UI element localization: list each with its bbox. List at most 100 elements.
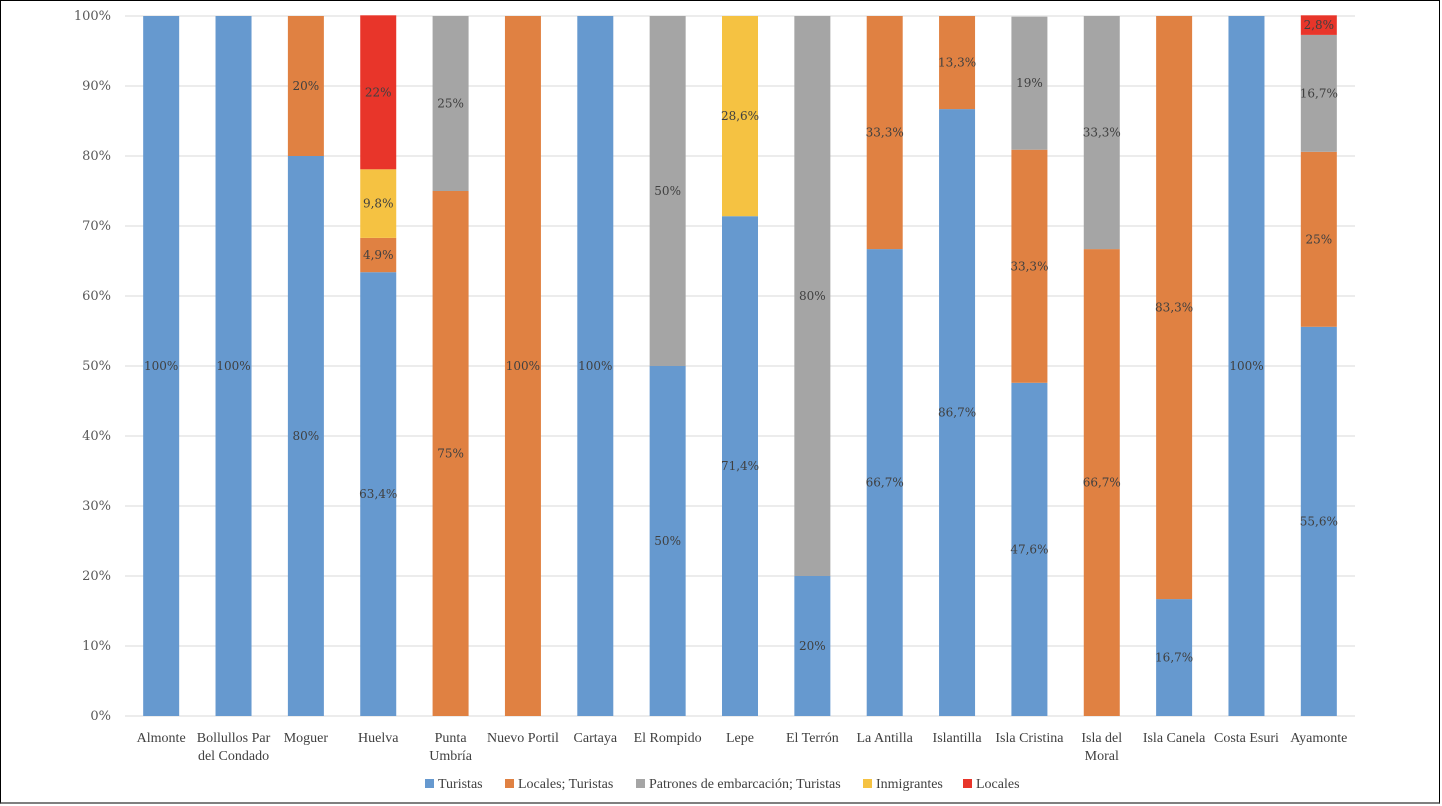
bar-segment <box>504 16 541 716</box>
data-label: 66,7% <box>866 476 904 490</box>
bar-segment <box>1228 16 1265 716</box>
legend-swatch <box>863 779 872 788</box>
y-tick-label: 0% <box>90 709 111 724</box>
bar-segment <box>360 169 397 238</box>
bar-segment <box>794 576 831 716</box>
data-label: 100% <box>216 359 250 373</box>
legend-label: Inmigrantes <box>876 777 943 792</box>
data-label: 71,4% <box>721 459 759 473</box>
bar-segment <box>1300 326 1337 716</box>
bar-segment <box>1011 149 1048 383</box>
data-label: 100% <box>144 359 178 373</box>
x-tick-label: La Antilla <box>857 731 914 746</box>
legend-label: Turistas <box>438 777 483 792</box>
bar-segment <box>1156 16 1193 600</box>
x-tick-label: Lepe <box>726 731 754 746</box>
data-label: 86,7% <box>938 406 976 420</box>
legend-label: Locales; Turistas <box>518 777 613 792</box>
bar-segment <box>722 216 758 716</box>
legend-swatch <box>963 779 972 788</box>
data-label: 19% <box>1016 76 1043 90</box>
y-tick-label: 50% <box>82 359 111 374</box>
bar-segment <box>649 16 686 366</box>
data-label: 20% <box>799 639 826 653</box>
y-tick-label: 20% <box>82 569 111 584</box>
data-label: 16,7% <box>1155 651 1193 665</box>
data-label: 75% <box>437 447 464 461</box>
bar-segment <box>939 16 976 110</box>
x-tick-label: Huelva <box>358 731 399 746</box>
bar-segment <box>866 249 903 716</box>
data-label: 63,4% <box>359 487 397 501</box>
legend-swatch <box>425 779 434 788</box>
data-label: 20% <box>293 79 320 93</box>
x-tick-label: Umbría <box>429 749 473 764</box>
x-tick-label: Punta <box>435 731 468 746</box>
legend-label: Locales <box>976 777 1020 792</box>
bar-segment <box>1011 382 1048 716</box>
data-label: 13,3% <box>938 56 976 70</box>
x-tick-label: Nuevo Portil <box>487 731 559 746</box>
legend-swatch <box>636 779 645 788</box>
y-tick-label: 60% <box>82 289 111 304</box>
bar-segment <box>1156 599 1193 716</box>
data-label: 4,9% <box>363 248 394 262</box>
bar-segment <box>432 191 469 716</box>
bar-segment <box>143 16 180 716</box>
bar-segment <box>360 15 397 170</box>
data-label: 50% <box>654 534 681 548</box>
data-labels: 100% 100% 80% 20% 63,4% 4,9% 9,8% 22% 75% 25% 100%… <box>144 18 1338 664</box>
x-tick-label: El Terrón <box>786 731 839 746</box>
bar-segment <box>939 109 976 717</box>
data-label: 16,7% <box>1300 86 1338 100</box>
y-tick-label: 40% <box>82 429 111 444</box>
data-label: 100% <box>578 359 612 373</box>
bar-segment <box>1300 34 1337 152</box>
x-tick-label: Almonte <box>137 731 186 746</box>
legend-label: Patrones de embarcación; Turistas <box>649 777 841 792</box>
y-tick-label: 70% <box>82 219 111 234</box>
data-label: 55,6% <box>1300 514 1338 528</box>
data-label: 2,8% <box>1304 18 1335 32</box>
data-label: 50% <box>654 184 681 198</box>
bar-segment <box>1300 15 1337 35</box>
data-label: 83,3% <box>1155 301 1193 315</box>
x-tick-label: Isla Canela <box>1143 731 1206 746</box>
bar-segment <box>432 16 469 191</box>
bars <box>143 15 1337 717</box>
legend: Turistas Locales; Turistas Patrones de emb… <box>425 777 1020 792</box>
data-label: 33,3% <box>1010 259 1048 273</box>
bar-segment <box>866 16 903 250</box>
y-tick-label: 10% <box>82 639 111 654</box>
data-label: 47,6% <box>1010 542 1048 556</box>
bar-segment <box>1083 249 1120 716</box>
bar-segment <box>215 16 252 716</box>
y-tick-label: 80% <box>82 149 111 164</box>
x-tick-label: Islantilla <box>933 731 983 746</box>
data-label: 28,6% <box>721 109 759 123</box>
x-tick-label: del Condado <box>198 749 269 764</box>
bar-segment <box>360 237 397 273</box>
x-tick-label: Costa Esuri <box>1214 731 1279 746</box>
bar-segment <box>1011 16 1048 150</box>
x-tick-label: Moguer <box>284 731 329 746</box>
bar-segment <box>794 16 831 576</box>
bar-segment <box>1300 151 1337 327</box>
bar-segment <box>577 16 614 716</box>
x-tick-label: Ayamonte <box>1290 731 1347 746</box>
bar-segment <box>722 16 758 217</box>
data-label: 100% <box>506 359 540 373</box>
data-label: 66,7% <box>1083 476 1121 490</box>
bar-segment <box>649 366 686 716</box>
y-tick-label: 100% <box>74 9 111 24</box>
x-tick-label: Isla Cristina <box>995 731 1064 746</box>
data-label: 80% <box>293 429 320 443</box>
bar-segment <box>360 272 397 716</box>
x-axis: Almonte Bollullos Par del Condado Moguer Hue… <box>137 731 1348 764</box>
data-label: 22% <box>365 85 392 99</box>
x-tick-label: El Rompido <box>634 731 702 746</box>
x-tick-label: Bollullos Par <box>197 731 271 746</box>
bar-segment <box>287 156 324 716</box>
data-label: 25% <box>1305 232 1332 246</box>
bar-segment <box>1083 16 1120 250</box>
